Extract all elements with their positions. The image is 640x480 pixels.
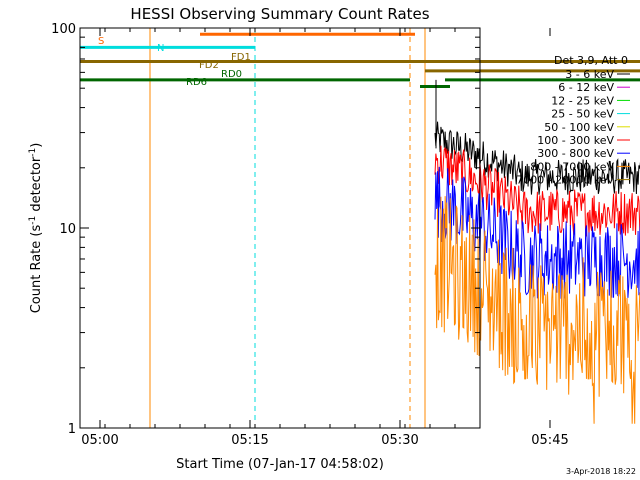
footer-date: 3-Apr-2018 18:22 (566, 467, 636, 476)
flag-label-fd1: FD1 (231, 52, 251, 63)
trace-800-7000-kev (434, 196, 640, 424)
flag-label-s: S (98, 36, 104, 47)
y-axis-label-end: ) (29, 143, 44, 148)
flag-label-rd6: RD6 (186, 77, 207, 88)
trace-300-800-kev (434, 166, 640, 299)
x-tick-label-2: 05:30 (381, 433, 418, 448)
y-tick-label-1: 10 (59, 222, 76, 237)
x-tick-label-0: 05:00 (81, 433, 118, 448)
flag-label-rd0: RD0 (221, 69, 242, 80)
legend-label-4: 50 - 100 keV (544, 121, 614, 134)
legend-label-8: 7000 - 20000 keV (516, 174, 614, 187)
legend-title: Det 3,9, Att 0 (554, 54, 628, 67)
flag-label-fd2: FD2 (199, 60, 219, 71)
x-tick-label-1: 05:15 (231, 433, 268, 448)
legend-label-6: 300 - 800 keV (537, 147, 614, 160)
y-axis-label-main: Count Rate (s (29, 225, 44, 314)
trace-100-300-kev (434, 145, 640, 237)
axes-layer: 05:0005:1505:3005:4506:0006:1506:3011010… (51, 22, 569, 448)
x-axis-label: Start Time (07-Jan-17 04:58:02) (176, 457, 384, 472)
y-axis-label-sup1: -1 (28, 216, 38, 225)
trace-3-6-kev (434, 121, 640, 195)
y-axis-label-sup2: -1 (28, 148, 38, 157)
legend-label-3: 25 - 50 keV (551, 108, 614, 121)
legend-label-2: 12 - 25 keV (551, 94, 614, 107)
flag-label-n: N (157, 43, 164, 54)
y-tick-label-2: 100 (51, 22, 76, 37)
y-axis-label: Count Rate (s-1 detector-1) (28, 143, 44, 314)
y-axis-label-mid: detector (29, 156, 44, 216)
y-tick-label-0: 1 (68, 422, 76, 437)
legend-label-1: 6 - 12 keV (558, 81, 614, 94)
chart-title: HESSI Observing Summary Count Rates (130, 5, 429, 23)
legend-label-5: 100 - 300 keV (537, 134, 614, 147)
legend-label-7: 800 - 7000 keV (530, 160, 614, 173)
x-tick-label-3: 05:45 (531, 433, 568, 448)
legend-label-0: 3 - 6 keV (565, 68, 614, 81)
plot-frame (79, 27, 481, 429)
